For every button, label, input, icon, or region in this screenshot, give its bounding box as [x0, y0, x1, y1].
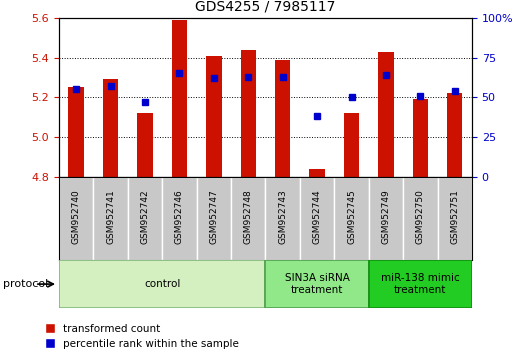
Bar [206, 56, 222, 177]
Bar [344, 113, 359, 177]
Text: GSM952751: GSM952751 [450, 189, 459, 244]
Bar [68, 87, 84, 177]
Bar [265, 260, 369, 308]
Text: GSM952747: GSM952747 [209, 189, 219, 244]
Text: SIN3A siRNA
treatment: SIN3A siRNA treatment [285, 273, 349, 295]
Bar [93, 177, 128, 260]
Bar [137, 113, 153, 177]
Bar [447, 93, 463, 177]
Legend: transformed count, percentile rank within the sample: transformed count, percentile rank withi… [46, 324, 239, 349]
Bar [196, 177, 231, 260]
Bar [369, 177, 403, 260]
Text: GSM952742: GSM952742 [141, 190, 149, 244]
Text: GSM952745: GSM952745 [347, 189, 356, 244]
Text: control: control [144, 279, 181, 289]
Text: GSM952748: GSM952748 [244, 189, 253, 244]
Bar [438, 177, 472, 260]
Text: protocol: protocol [3, 279, 48, 289]
Text: GSM952743: GSM952743 [278, 189, 287, 244]
Text: GSM952749: GSM952749 [382, 189, 390, 244]
Bar [275, 59, 290, 177]
Text: GSM952741: GSM952741 [106, 189, 115, 244]
Bar [334, 177, 369, 260]
Bar [369, 260, 472, 308]
Bar [403, 177, 438, 260]
Text: GSM952746: GSM952746 [175, 189, 184, 244]
Text: GSM952744: GSM952744 [312, 190, 322, 244]
Bar [128, 177, 162, 260]
Bar [412, 99, 428, 177]
Bar [59, 177, 93, 260]
Bar [162, 177, 196, 260]
Bar [300, 177, 334, 260]
Bar [378, 52, 393, 177]
Bar [231, 177, 266, 260]
Title: GDS4255 / 7985117: GDS4255 / 7985117 [195, 0, 336, 14]
Text: GSM952750: GSM952750 [416, 189, 425, 244]
Bar [241, 50, 256, 177]
Bar [265, 177, 300, 260]
Text: GSM952740: GSM952740 [72, 189, 81, 244]
Bar [59, 260, 266, 308]
Bar [309, 169, 325, 177]
Bar [103, 79, 119, 177]
Bar [172, 20, 187, 177]
Text: miR-138 mimic
treatment: miR-138 mimic treatment [381, 273, 460, 295]
